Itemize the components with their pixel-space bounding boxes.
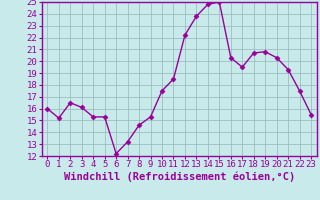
X-axis label: Windchill (Refroidissement éolien,°C): Windchill (Refroidissement éolien,°C) (64, 172, 295, 182)
